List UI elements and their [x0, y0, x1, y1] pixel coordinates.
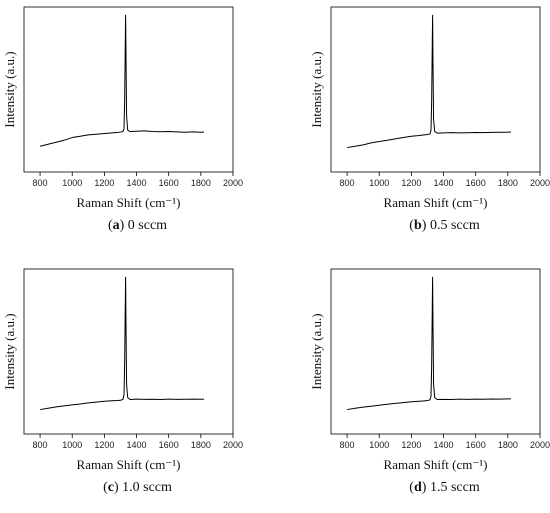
x-tick-label: 1400 — [434, 178, 454, 188]
y-axis-label: Intensity (a.u.) — [2, 51, 17, 127]
x-tick-label: 1400 — [127, 440, 147, 450]
x-tick-label: 1800 — [498, 440, 518, 450]
chart-panel-b: 800 1000 1200 1400 1600 1800 2000 Raman Shift (… — [307, 0, 550, 251]
x-tick-label: 2000 — [223, 178, 243, 188]
chart-svg-c: 800 1000 1200 1400 1600 1800 2000 Raman Shift (… — [2, 268, 243, 472]
caption-a: (a) 0 sccm — [107, 218, 168, 233]
series-line — [346, 14, 512, 149]
chart-panel-d: 800 1000 1200 1400 1600 1800 2000 Raman Shift (… — [307, 262, 550, 513]
x-axis-label: Raman Shift (cm⁻¹) — [384, 457, 488, 472]
x-tick-label: 2000 — [530, 178, 550, 188]
x-tick-label: 1200 — [401, 440, 421, 450]
x-tick-label: 1400 — [127, 178, 147, 188]
x-tick-label: 800 — [340, 440, 355, 450]
x-tick-label: 2000 — [530, 440, 550, 450]
series-line — [346, 276, 512, 411]
x-axis-label: Raman Shift (cm⁻¹) — [77, 195, 181, 210]
caption-text: 0.5 sccm — [429, 218, 480, 233]
x-tick-label: 1600 — [466, 178, 486, 188]
x-tick-label: 1200 — [94, 440, 114, 450]
x-tick-label: 1800 — [191, 178, 211, 188]
chart-svg-b: 800 1000 1200 1400 1600 1800 2000 Raman Shift (… — [309, 6, 550, 210]
x-tick-label: 1800 — [498, 178, 518, 188]
caption-text: 1.5 sccm — [429, 480, 480, 495]
chart-svg-a: 800 1000 1200 1400 1600 1800 2000 Raman Shift (… — [2, 6, 243, 210]
series-line — [39, 276, 205, 411]
plot-frame — [23, 268, 234, 435]
caption-letter: a — [112, 218, 120, 233]
x-tick-label: 2000 — [223, 440, 243, 450]
x-axis-label: Raman Shift (cm⁻¹) — [77, 457, 181, 472]
x-tick-label: 1600 — [466, 440, 486, 450]
x-tick-label: 1000 — [369, 440, 389, 450]
chart-panel-a: 800 1000 1200 1400 1600 1800 2000 Raman Shift (… — [0, 0, 275, 251]
caption-d: (d) 1.5 sccm — [409, 480, 480, 495]
caption-b: (b) 0.5 sccm — [409, 218, 480, 233]
x-tick-label: 800 — [340, 178, 355, 188]
caption-letter: d — [413, 480, 422, 495]
x-tick-label: 800 — [33, 178, 48, 188]
x-tick-label: 1600 — [159, 440, 179, 450]
y-axis-label: Intensity (a.u.) — [309, 313, 324, 389]
chart-svg-d: 800 1000 1200 1400 1600 1800 2000 Raman Shift (… — [309, 268, 550, 472]
series-line — [39, 14, 205, 147]
caption-letter: b — [413, 218, 422, 233]
x-tick-label: 1000 — [62, 178, 82, 188]
x-tick-label: 1200 — [94, 178, 114, 188]
caption-text: 1.0 sccm — [122, 480, 172, 495]
x-tick-label: 1400 — [434, 440, 454, 450]
y-axis-label: Intensity (a.u.) — [309, 51, 324, 127]
x-tick-label: 1800 — [191, 440, 211, 450]
x-tick-label: 1200 — [401, 178, 421, 188]
chart-panel-c: 800 1000 1200 1400 1600 1800 2000 Raman Shift (… — [0, 262, 275, 513]
x-tick-label: 1000 — [369, 178, 389, 188]
plot-frame — [330, 6, 541, 173]
caption-c: (c) 1.0 sccm — [103, 480, 172, 495]
x-tick-label: 800 — [33, 440, 48, 450]
plot-frame — [330, 268, 541, 435]
y-axis-label: Intensity (a.u.) — [2, 313, 17, 389]
caption-text: 0 sccm — [127, 218, 168, 233]
x-tick-label: 1600 — [159, 178, 179, 188]
x-tick-label: 1000 — [62, 440, 82, 450]
caption-letter: c — [107, 480, 114, 495]
plot-frame — [23, 6, 234, 173]
x-axis-label: Raman Shift (cm⁻¹) — [384, 195, 488, 210]
